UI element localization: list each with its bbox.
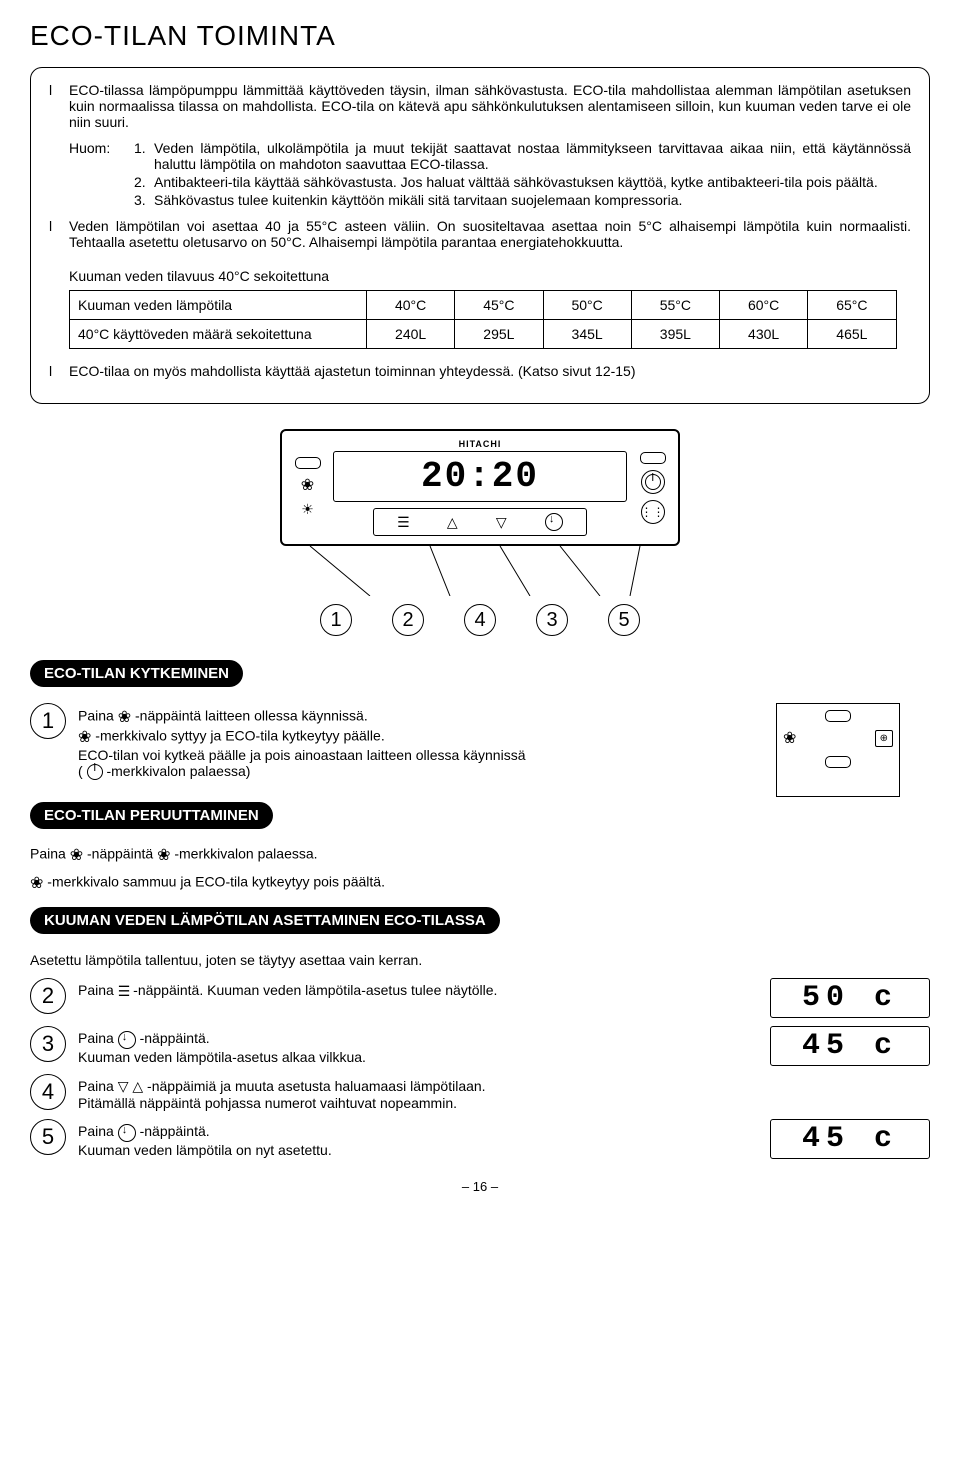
- step-1-num: 1: [30, 703, 66, 739]
- set-icon: [118, 1124, 136, 1142]
- table-title: Kuuman veden tilavuus 40°C sekoitettuna: [69, 268, 911, 284]
- callout-2: 2: [392, 604, 424, 636]
- section-header-cancel: ECO-TILAN PERUUTTAMINEN: [30, 802, 273, 829]
- eco-leaf-icon: ❀: [157, 845, 170, 865]
- step-2-num: 2: [30, 978, 66, 1014]
- sun-icon: ☀: [290, 501, 325, 518]
- lcd-display: 20:20: [333, 451, 627, 502]
- step-text: -näppäintä.: [140, 1030, 210, 1046]
- huom-2: Antibakteeri-tila käyttää sähkövastusta.…: [154, 174, 911, 190]
- side-panel-illustration: ❀ ⊕: [776, 703, 900, 797]
- step-text: -merkkivalon palaessa.: [174, 846, 317, 862]
- callout-4: 4: [464, 604, 496, 636]
- paren-open: (: [78, 763, 83, 779]
- step-4-num: 4: [30, 1074, 66, 1110]
- huom-label: Huom:: [69, 140, 134, 172]
- cell: 345L: [543, 320, 631, 349]
- water-volume-table: Kuuman veden lämpötila 40°C 45°C 50°C 55…: [69, 290, 897, 349]
- step-text: -näppäintä: [87, 846, 153, 862]
- down-arrow-icon: ▽: [118, 1078, 129, 1094]
- callout-3: 3: [536, 604, 568, 636]
- bullet-marker: l: [49, 82, 69, 130]
- row1-label: Kuuman veden lämpötila: [70, 291, 367, 320]
- menu-icon: ☰: [397, 514, 409, 531]
- callout-1: 1: [320, 604, 352, 636]
- power-icon: [87, 764, 103, 780]
- eco-leaf-icon: ❀: [118, 707, 131, 727]
- bullet-2: Veden lämpötilan voi asettaa 40 ja 55°C …: [69, 218, 911, 250]
- power-icon: [641, 470, 665, 494]
- cell: 395L: [631, 320, 719, 349]
- up-arrow-icon: △: [132, 1078, 143, 1094]
- step-text: Paina: [78, 1078, 114, 1094]
- up-arrow-icon: △: [447, 514, 458, 531]
- step-5-num: 5: [30, 1119, 66, 1155]
- control-panel-diagram: ❀ ☀ HITACHI 20:20 ☰ △ ▽ ⋮⋮: [280, 429, 680, 636]
- step-text: Paina: [78, 982, 114, 998]
- cell: 50°C: [543, 291, 631, 320]
- section-header-enable: ECO-TILAN KYTKEMINEN: [30, 660, 243, 687]
- step-text: Paina: [78, 708, 114, 724]
- down-arrow-icon: ▽: [496, 514, 507, 531]
- num-3: 3.: [134, 192, 154, 208]
- huom-1: Veden lämpötila, ulkolämpötila ja muut t…: [154, 140, 911, 172]
- page-title: ECO-TILAN TOIMINTA: [30, 20, 930, 52]
- step-text: -näppäimiä ja muuta asetusta haluamaasi …: [147, 1078, 486, 1094]
- step-text: Paina: [30, 846, 66, 862]
- step-text: Kuuman veden lämpötila on nyt asetettu.: [78, 1142, 758, 1158]
- callout-5: 5: [608, 604, 640, 636]
- set-icon: [545, 513, 563, 531]
- cell: 65°C: [808, 291, 896, 320]
- lcd-50c: 50 c: [770, 978, 930, 1018]
- eco-leaf-icon: ❀: [70, 845, 83, 865]
- menu-icon: ☰: [118, 983, 130, 1000]
- cell: 60°C: [720, 291, 808, 320]
- step-text: -näppäintä laitteen ollessa käynnissä.: [135, 708, 368, 724]
- cell: 430L: [720, 320, 808, 349]
- bullet-1: ECO-tilassa lämpöpumppu lämmittää käyttö…: [69, 82, 911, 130]
- indicator-oval: [640, 452, 666, 464]
- step-text: -merkkivalon palaessa): [106, 763, 250, 779]
- intro-text: Asetettu lämpötila tallentuu, joten se t…: [30, 952, 930, 968]
- bullet-marker: l: [49, 363, 69, 379]
- step-text: -merkkivalo syttyy ja ECO-tila kytkeytyy…: [95, 728, 384, 744]
- num-2: 2.: [134, 174, 154, 190]
- brand-label: HITACHI: [333, 439, 627, 449]
- cell: 295L: [455, 320, 543, 349]
- eco-leaf-icon: ❀: [30, 873, 43, 893]
- set-icon: [118, 1031, 136, 1049]
- row2-label: 40°C käyttöveden määrä sekoitettuna: [70, 320, 367, 349]
- lcd-45c: 45 c: [770, 1026, 930, 1066]
- num-1: 1.: [134, 140, 154, 172]
- callout-lines: [280, 546, 680, 596]
- step-text: Paina: [78, 1123, 114, 1139]
- step-text: -näppäintä. Kuuman veden lämpötila-asetu…: [133, 982, 497, 998]
- cell: 55°C: [631, 291, 719, 320]
- huom-3: Sähkövastus tulee kuitenkin käyttöön mik…: [154, 192, 911, 208]
- cell: 40°C: [367, 291, 455, 320]
- section-header-settemp: KUUMAN VEDEN LÄMPÖTILAN ASETTAMINEN ECO-…: [30, 907, 500, 934]
- heater-icon: ⋮⋮: [641, 500, 665, 524]
- step-text: -merkkivalo sammuu ja ECO-tila kytkeytyy…: [47, 874, 385, 890]
- step-3-num: 3: [30, 1026, 66, 1062]
- bullet-marker: l: [49, 218, 69, 250]
- step-text: Kuuman veden lämpötila-asetus alkaa vilk…: [78, 1049, 758, 1065]
- main-info-box: l ECO-tilassa lämpöpumppu lämmittää käyt…: [30, 67, 930, 404]
- step-text: Pitämällä näppäintä pohjassa numerot vai…: [78, 1095, 930, 1111]
- step-text: -näppäintä.: [140, 1123, 210, 1139]
- indicator-oval: [295, 457, 321, 469]
- lcd-45c-2: 45 c: [770, 1119, 930, 1159]
- cell: 465L: [808, 320, 896, 349]
- eco-leaf-icon: ❀: [290, 475, 325, 495]
- bullet-3: ECO-tilaa on myös mahdollista käyttää aj…: [69, 363, 911, 379]
- cell: 45°C: [455, 291, 543, 320]
- step-text: Paina: [78, 1030, 114, 1046]
- cell: 240L: [367, 320, 455, 349]
- page-number: – 16 –: [30, 1179, 930, 1194]
- eco-leaf-icon: ❀: [78, 727, 91, 747]
